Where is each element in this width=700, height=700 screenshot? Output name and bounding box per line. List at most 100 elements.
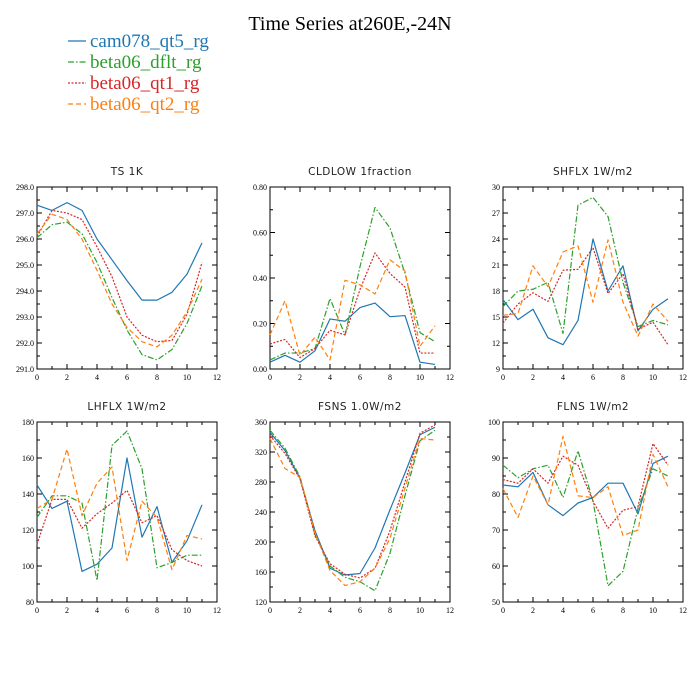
x-tick-label: 10	[649, 373, 657, 382]
y-tick-label: 200	[255, 538, 267, 547]
x-tick-label: 2	[298, 373, 302, 382]
legend-label: beta06_qt1_rg	[90, 73, 200, 94]
x-tick-label: 0	[501, 373, 505, 382]
y-tick-label: 100	[22, 562, 34, 571]
x-tick-label: 0	[268, 373, 272, 382]
chart-panel: FSNS 1.0W/m2 0 2 4 6 8 10 12 120 160 200 240 280 320 3…	[255, 401, 454, 615]
x-tick-label: 10	[649, 606, 657, 615]
series-line-beta06_qt2_rg	[36, 213, 203, 348]
x-tick-label: 10	[416, 606, 424, 615]
panel-title: LHFLX 1W/m2	[87, 401, 166, 413]
plot-frame	[502, 186, 684, 370]
page-title: Time Series at260E,-24N	[248, 13, 451, 35]
panel-title: FSNS 1.0W/m2	[318, 401, 402, 413]
x-tick-label: 6	[358, 606, 362, 615]
series-line-beta06_qt2_rg	[36, 448, 203, 571]
series-line-beta06_dflt_rg	[36, 430, 202, 582]
x-tick-label: 12	[213, 606, 221, 615]
x-tick-label: 2	[531, 606, 535, 615]
series-line-beta06_dflt_rg	[502, 196, 669, 335]
y-tick-label: 293.0	[16, 313, 34, 322]
y-tick-label: 27	[492, 209, 500, 218]
series-line-beta06_qt2_rg	[269, 437, 436, 587]
chart-panel: FLNS 1W/m2 0 2 4 6 8 10 12 50 60 70 80 90 100	[488, 401, 687, 615]
x-tick-label: 0	[268, 606, 272, 615]
x-tick-label: 8	[388, 606, 392, 615]
chart-panel: LHFLX 1W/m2 0 2 4 6 8 10 12 80 100 120 140 160 180	[22, 401, 221, 615]
x-tick-label: 12	[679, 373, 687, 382]
y-tick-label: 0.80	[253, 183, 267, 192]
y-tick-label: 120	[255, 598, 267, 607]
legend: cam078_qt5_rgbeta06_dflt_rgbeta06_qt1_rg…	[68, 31, 209, 115]
x-tick-label: 12	[446, 373, 454, 382]
x-tick-label: 4	[561, 373, 565, 382]
x-tick-label: 6	[125, 606, 129, 615]
x-tick-label: 4	[95, 606, 99, 615]
x-tick-label: 2	[65, 606, 69, 615]
y-tick-label: 180	[22, 418, 34, 427]
series-line-beta06_qt1_rg	[269, 252, 435, 359]
panel-title: CLDLOW 1fraction	[308, 166, 412, 178]
x-tick-label: 8	[621, 606, 625, 615]
plot-frame	[502, 421, 684, 603]
x-tick-label: 2	[531, 373, 535, 382]
y-tick-label: 160	[22, 454, 34, 463]
x-tick-label: 0	[501, 606, 505, 615]
y-tick-label: 15	[492, 313, 500, 322]
legend-label: beta06_qt2_rg	[90, 94, 200, 115]
x-tick-label: 6	[591, 606, 595, 615]
x-tick-label: 12	[679, 606, 687, 615]
x-tick-label: 12	[446, 606, 454, 615]
series-line-beta06_qt1_rg	[269, 424, 436, 579]
x-tick-label: 6	[358, 373, 362, 382]
y-tick-label: 291.0	[16, 365, 34, 374]
y-tick-label: 50	[492, 598, 500, 607]
series-line-cam078_qt5_rg	[269, 302, 436, 366]
y-tick-label: 120	[22, 526, 34, 535]
x-tick-label: 2	[65, 373, 69, 382]
y-tick-label: 80	[492, 490, 500, 499]
y-tick-label: 70	[492, 526, 500, 535]
x-tick-label: 8	[388, 373, 392, 382]
series-line-beta06_qt1_rg	[502, 443, 669, 529]
y-tick-label: 80	[26, 598, 34, 607]
y-tick-label: 9	[496, 365, 500, 374]
y-tick-label: 297.0	[16, 209, 34, 218]
x-tick-label: 8	[155, 606, 159, 615]
x-tick-label: 4	[328, 606, 332, 615]
x-tick-label: 10	[183, 373, 191, 382]
series-line-cam078_qt5_rg	[502, 455, 669, 517]
chart-panel: TS 1K 0 2 4 6 8 10 12 291.0 292.0 293.0 294.0 295.0 2…	[16, 166, 221, 382]
x-tick-label: 8	[155, 373, 159, 382]
series-line-beta06_dflt_rg	[269, 429, 436, 592]
series-line-beta06_qt1_rg	[502, 247, 669, 346]
y-tick-label: 295.0	[16, 261, 34, 270]
series-line-beta06_qt1_rg	[36, 489, 203, 567]
x-tick-label: 0	[35, 606, 39, 615]
x-tick-label: 12	[213, 373, 221, 382]
y-tick-label: 294.0	[16, 287, 34, 296]
series-line-beta06_qt2_rg	[502, 435, 669, 537]
series-line-beta06_qt1_rg	[36, 209, 203, 343]
series-line-beta06_qt2_rg	[502, 239, 669, 337]
panel-title: FLNS 1W/m2	[557, 401, 629, 413]
series-line-cam078_qt5_rg	[36, 457, 203, 573]
y-tick-label: 0.60	[253, 229, 267, 238]
y-tick-label: 298.0	[16, 183, 34, 192]
y-tick-label: 280	[255, 478, 267, 487]
series-line-cam078_qt5_rg	[36, 202, 203, 301]
x-tick-label: 4	[328, 373, 332, 382]
x-tick-label: 2	[298, 606, 302, 615]
x-tick-label: 10	[416, 373, 424, 382]
y-tick-label: 160	[255, 568, 267, 577]
legend-label: cam078_qt5_rg	[90, 31, 209, 52]
y-tick-label: 296.0	[16, 235, 34, 244]
y-tick-label: 18	[492, 287, 500, 296]
series-line-beta06_dflt_rg	[36, 221, 203, 361]
series-line-cam078_qt5_rg	[269, 426, 436, 576]
y-tick-label: 30	[492, 183, 500, 192]
series-line-beta06_dflt_rg	[269, 206, 436, 361]
x-tick-label: 4	[95, 373, 99, 382]
